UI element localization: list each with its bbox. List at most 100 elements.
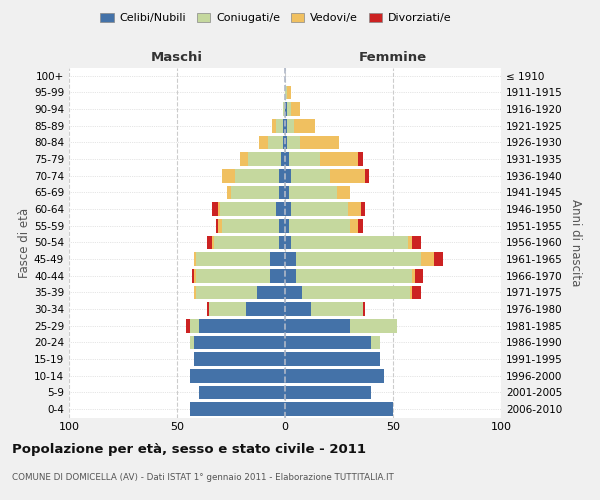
Bar [272, 119, 277, 132]
Bar [410, 286, 412, 300]
Bar [285, 136, 287, 149]
Bar [190, 319, 199, 332]
Bar [287, 119, 293, 132]
Text: Popolazione per età, sesso e stato civile - 2011: Popolazione per età, sesso e stato civil… [12, 442, 366, 456]
Bar [196, 286, 257, 300]
Bar [277, 119, 283, 132]
Bar [434, 252, 443, 266]
Bar [209, 302, 246, 316]
Bar [337, 186, 350, 200]
Bar [285, 319, 350, 332]
Bar [285, 369, 385, 382]
Bar [283, 119, 285, 132]
Bar [248, 152, 281, 166]
Bar [212, 202, 218, 216]
Bar [270, 269, 285, 282]
Bar [292, 169, 331, 182]
Bar [196, 269, 270, 282]
Bar [421, 252, 434, 266]
Bar [296, 269, 412, 282]
Bar [218, 219, 223, 232]
Bar [292, 102, 300, 116]
Bar [289, 219, 350, 232]
Bar [285, 236, 292, 250]
Bar [192, 269, 194, 282]
Bar [196, 252, 270, 266]
Bar [268, 136, 283, 149]
Bar [285, 186, 289, 200]
Bar [287, 102, 292, 116]
Bar [293, 119, 315, 132]
Text: Maschi: Maschi [151, 51, 203, 64]
Bar [292, 202, 347, 216]
Bar [185, 319, 190, 332]
Bar [289, 152, 320, 166]
Bar [363, 302, 365, 316]
Bar [257, 286, 285, 300]
Bar [278, 236, 285, 250]
Bar [285, 219, 289, 232]
Y-axis label: Anni di nascita: Anni di nascita [569, 199, 582, 286]
Bar [285, 386, 371, 400]
Bar [285, 169, 292, 182]
Bar [278, 169, 285, 182]
Bar [194, 352, 285, 366]
Bar [371, 336, 380, 349]
Bar [361, 202, 365, 216]
Text: Femmine: Femmine [359, 51, 427, 64]
Bar [190, 336, 194, 349]
Legend: Celibi/Nubili, Coniugati/e, Vedovi/e, Divorziati/e: Celibi/Nubili, Coniugati/e, Vedovi/e, Di… [96, 8, 456, 28]
Bar [194, 269, 196, 282]
Bar [302, 286, 410, 300]
Bar [285, 402, 393, 416]
Bar [235, 169, 278, 182]
Bar [285, 86, 287, 100]
Text: COMUNE DI DOMICELLA (AV) - Dati ISTAT 1° gennaio 2011 - Elaborazione TUTTITALIA.: COMUNE DI DOMICELLA (AV) - Dati ISTAT 1°… [12, 472, 394, 482]
Bar [358, 219, 363, 232]
Bar [412, 236, 421, 250]
Bar [347, 202, 361, 216]
Bar [289, 186, 337, 200]
Bar [231, 186, 278, 200]
Bar [220, 202, 277, 216]
Bar [283, 136, 285, 149]
Bar [227, 186, 231, 200]
Bar [287, 136, 300, 149]
Bar [296, 252, 421, 266]
Bar [194, 336, 285, 349]
Bar [285, 252, 296, 266]
Bar [218, 202, 220, 216]
Bar [212, 236, 214, 250]
Bar [190, 369, 285, 382]
Bar [358, 152, 363, 166]
Bar [194, 252, 196, 266]
Bar [285, 152, 289, 166]
Bar [287, 86, 292, 100]
Bar [223, 169, 235, 182]
Bar [331, 169, 365, 182]
Bar [285, 119, 287, 132]
Bar [285, 202, 292, 216]
Bar [199, 319, 285, 332]
Y-axis label: Fasce di età: Fasce di età [18, 208, 31, 278]
Bar [283, 102, 285, 116]
Bar [320, 152, 358, 166]
Bar [259, 136, 268, 149]
Bar [285, 286, 302, 300]
Bar [207, 302, 209, 316]
Bar [270, 252, 285, 266]
Bar [365, 169, 369, 182]
Bar [246, 302, 285, 316]
Bar [285, 269, 296, 282]
Bar [190, 402, 285, 416]
Bar [281, 152, 285, 166]
Bar [278, 219, 285, 232]
Bar [300, 136, 339, 149]
Bar [278, 186, 285, 200]
Bar [207, 236, 212, 250]
Bar [408, 236, 412, 250]
Bar [350, 219, 358, 232]
Bar [412, 286, 421, 300]
Bar [277, 202, 285, 216]
Bar [285, 336, 371, 349]
